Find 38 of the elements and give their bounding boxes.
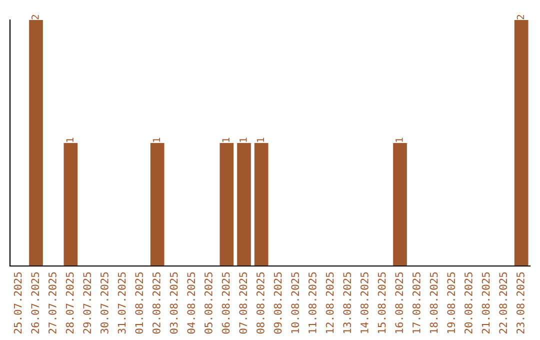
x-tick-label: 20.08.2025 [464,272,472,334]
x-tick-label: 28.07.2025 [66,272,74,334]
data-label: 1 [222,138,230,142]
data-label: 2 [31,14,39,20]
x-tick-label: 26.07.2025 [31,272,40,334]
data-label: 1 [66,138,74,142]
x-tick-label: 19.08.2025 [447,272,456,334]
x-tick-label: 01.08.2025 [135,272,144,334]
x-tick-label: 27.07.2025 [48,272,56,334]
data-label: 1 [152,138,160,142]
x-tick-label: 16.08.2025 [395,272,404,334]
x-tick-label: 25.07.2025 [14,272,22,334]
x-tick-label: 13.08.2025 [343,272,352,334]
x-tick-label: 03.08.2025 [170,272,178,334]
x-tick-label: 06.08.2025 [222,272,230,334]
x-tick-label: 31.07.2025 [118,272,126,334]
x-tick-label: 14.08.2025 [360,272,368,334]
x-tick-label: 05.08.2025 [204,272,212,334]
x-tick-label: 08.08.2025 [256,272,264,334]
x-tick-label: 17.08.2025 [412,272,420,334]
x-tick-label: 18.08.2025 [430,272,438,334]
x-tick-label: 29.07.2025 [83,272,92,334]
x-tick-label: 02.08.2025 [152,272,160,334]
x-tick-label: 10.08.2025 [291,272,300,334]
x-tick-label: 09.08.2025 [274,272,282,334]
x-tick-label: 15.08.2025 [378,272,386,334]
x-tick-label: 04.08.2025 [187,272,196,334]
x-tick-label: 22.08.2025 [499,272,508,334]
data-label: 2 [516,14,524,20]
x-tick-label: 23.08.2025 [516,272,524,334]
data-label: 1 [240,138,247,142]
x-tick-label: 12.08.2025 [326,272,334,334]
x-tick-label: 07.08.2025 [239,272,248,334]
x-tick-label: 11.08.2025 [308,272,316,334]
x-tick-label: 30.07.2025 [100,272,108,334]
data-label: 1 [256,138,264,142]
x-tick-label: 21.08.2025 [482,272,490,334]
data-label: 1 [396,138,403,142]
